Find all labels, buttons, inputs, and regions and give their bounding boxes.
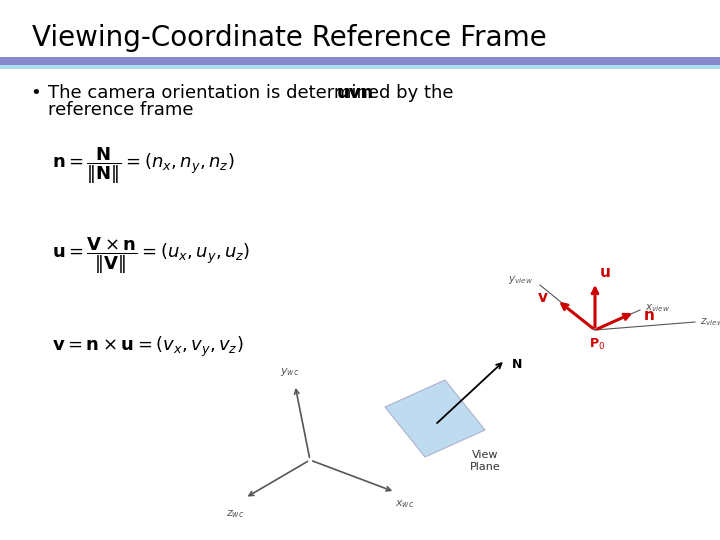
Text: $y_{wc}$: $y_{wc}$ [280,366,300,378]
Text: $z_{wc}$: $z_{wc}$ [226,508,244,520]
Bar [0,65,720,69]
Text: $\mathbf{u}$: $\mathbf{u}$ [599,265,611,280]
Text: reference frame: reference frame [48,101,194,119]
Text: $x_{view}$: $x_{view}$ [645,302,670,314]
Text: $\mathbf{v} = \mathbf{n} \times \mathbf{u} = (v_x, v_y, v_z)$: $\mathbf{v} = \mathbf{n} \times \mathbf{… [52,335,243,359]
Text: View
Plane: View Plane [469,450,500,471]
Text: $\mathbf{n} = \dfrac{\mathbf{N}}{\|\mathbf{N}\|} = (n_x, n_y, n_z)$: $\mathbf{n} = \dfrac{\mathbf{N}}{\|\math… [52,145,235,186]
Text: $z_{view}$: $z_{view}$ [700,316,720,328]
Text: $\mathbf{P}_0$: $\mathbf{P}_0$ [589,337,605,352]
Bar [0,57,720,65]
Text: $\mathbf{n}$: $\mathbf{n}$ [643,308,654,323]
Text: •: • [30,84,41,102]
Text: uvn: uvn [336,84,374,102]
Text: $\mathbf{v}$: $\mathbf{v}$ [537,291,549,306]
Text: $y_{view}$: $y_{view}$ [508,274,533,286]
Text: $\mathbf{N}$: $\mathbf{N}$ [511,358,522,371]
Polygon shape [385,380,485,457]
Text: The camera orientation is determined by the: The camera orientation is determined by … [48,84,459,102]
Text: $x_{wc}$: $x_{wc}$ [395,498,415,510]
Text: Viewing-Coordinate Reference Frame: Viewing-Coordinate Reference Frame [32,24,546,52]
Text: $\mathbf{u} = \dfrac{\mathbf{V} \times \mathbf{n}}{\|\mathbf{V}\|} = (u_x, u_y, : $\mathbf{u} = \dfrac{\mathbf{V} \times \… [52,235,251,275]
